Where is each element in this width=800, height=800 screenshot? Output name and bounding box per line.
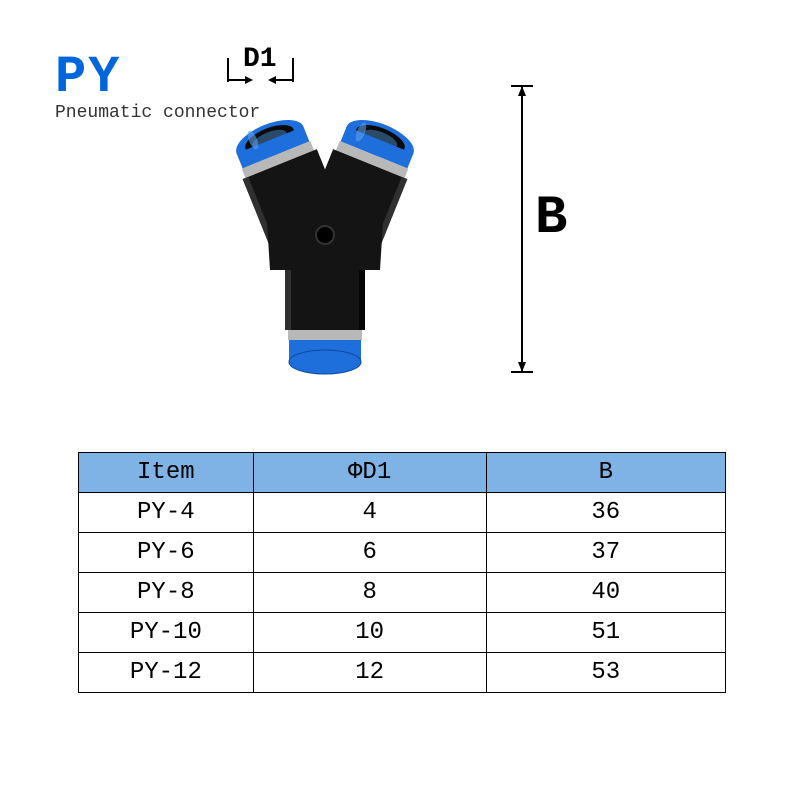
- cell-d1: 4: [253, 493, 486, 533]
- dimension-b-label: B: [535, 188, 567, 249]
- cell-d1: 6: [253, 533, 486, 573]
- cell-b: 40: [486, 573, 725, 613]
- table-row: PY-4 4 36: [79, 493, 726, 533]
- cell-b: 51: [486, 613, 725, 653]
- col-header-d1: ΦD1: [253, 453, 486, 493]
- cell-d1: 8: [253, 573, 486, 613]
- table-header-row: Item ΦD1 B: [79, 453, 726, 493]
- spec-table: Item ΦD1 B PY-4 4 36 PY-6 6 37 PY-8: [78, 452, 726, 693]
- col-header-b: B: [486, 453, 725, 493]
- cell-b: 53: [486, 653, 725, 693]
- diagram-area: D1: [195, 50, 595, 410]
- cell-item: PY-4: [79, 493, 254, 533]
- table-row: PY-6 6 37: [79, 533, 726, 573]
- table-body: PY-4 4 36 PY-6 6 37 PY-8 8 40 PY-10 10: [79, 493, 726, 693]
- cell-b: 36: [486, 493, 725, 533]
- cell-item: PY-8: [79, 573, 254, 613]
- table-row: PY-10 10 51: [79, 613, 726, 653]
- table-row: PY-12 12 53: [79, 653, 726, 693]
- cell-item: PY-12: [79, 653, 254, 693]
- cell-d1: 12: [253, 653, 486, 693]
- cell-b: 37: [486, 533, 725, 573]
- cell-d1: 10: [253, 613, 486, 653]
- col-header-item: Item: [79, 453, 254, 493]
- table-row: PY-8 8 40: [79, 573, 726, 613]
- cell-item: PY-10: [79, 613, 254, 653]
- spec-table-wrap: Item ΦD1 B PY-4 4 36 PY-6 6 37 PY-8: [78, 452, 726, 693]
- page-container: PY Pneumatic connector D1: [0, 0, 800, 800]
- cell-item: PY-6: [79, 533, 254, 573]
- connector-icon: [205, 70, 515, 400]
